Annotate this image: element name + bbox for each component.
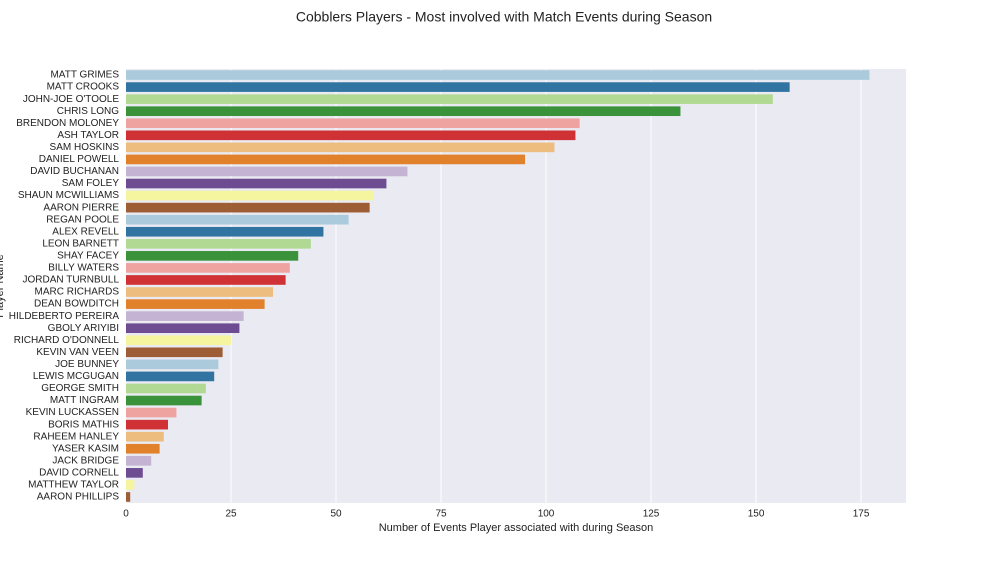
x-tick-label: 150 bbox=[748, 509, 765, 520]
bar bbox=[126, 190, 374, 201]
y-tick-label: DEAN BOWDITCH bbox=[34, 299, 119, 310]
y-tick-label: JOE BUNNEY bbox=[55, 359, 119, 370]
bar bbox=[126, 383, 206, 394]
y-tick-label: REGAN POOLE bbox=[46, 214, 119, 225]
y-tick-label: ALEX REVELL bbox=[52, 226, 119, 237]
bar bbox=[126, 492, 131, 502]
bar bbox=[126, 480, 135, 490]
bar bbox=[126, 130, 576, 141]
x-tick-label: 75 bbox=[435, 509, 447, 520]
y-tick-label: ASH TAYLOR bbox=[57, 130, 119, 141]
bar bbox=[126, 94, 773, 104]
bar bbox=[126, 359, 219, 370]
y-tick-label: RAHEEM HANLEY bbox=[33, 431, 119, 442]
y-tick-label: MATT INGRAM bbox=[50, 395, 119, 406]
bar bbox=[126, 214, 349, 225]
y-tick-label: SAM HOSKINS bbox=[50, 142, 120, 153]
y-tick-label: LEWIS MCGUGAN bbox=[33, 371, 119, 382]
y-tick-label: MATT CROOKS bbox=[47, 82, 120, 93]
y-tick-label: MATT GRIMES bbox=[50, 70, 119, 81]
y-tick-label: BORIS MATHIS bbox=[48, 419, 119, 430]
bar bbox=[126, 166, 408, 177]
bar bbox=[126, 311, 244, 321]
y-tick-label: SHAUN MCWILLIAMS bbox=[18, 190, 119, 201]
bar bbox=[126, 226, 324, 237]
bar bbox=[126, 118, 580, 129]
y-tick-label: AARON PHILLIPS bbox=[37, 492, 120, 503]
bar bbox=[126, 106, 681, 117]
bar bbox=[126, 347, 223, 358]
y-tick-label: MARC RICHARDS bbox=[35, 287, 120, 298]
bar bbox=[126, 287, 274, 297]
bar bbox=[126, 431, 164, 442]
y-tick-label: RICHARD O'DONNELL bbox=[14, 335, 120, 346]
bar bbox=[126, 335, 232, 346]
plot-area bbox=[126, 69, 906, 503]
x-tick-label: 25 bbox=[225, 509, 237, 520]
bar bbox=[126, 178, 387, 189]
bar bbox=[126, 202, 370, 213]
y-tick-label: HILDEBERTO PEREIRA bbox=[9, 311, 120, 322]
bar bbox=[126, 443, 160, 454]
bar bbox=[126, 238, 311, 249]
bar bbox=[126, 407, 177, 418]
y-tick-label: DANIEL POWELL bbox=[39, 154, 120, 165]
bar bbox=[126, 395, 202, 406]
y-tick-label: BRENDON MOLONEY bbox=[16, 118, 119, 129]
y-tick-label: JACK BRIDGE bbox=[52, 455, 119, 466]
bar bbox=[126, 251, 299, 261]
x-tick-label: 50 bbox=[330, 509, 342, 520]
y-tick-label: SAM FOLEY bbox=[62, 178, 120, 189]
bar bbox=[126, 371, 215, 382]
bar bbox=[126, 142, 555, 153]
bar bbox=[126, 323, 240, 334]
bar bbox=[126, 70, 870, 80]
bar bbox=[126, 263, 290, 273]
y-tick-label: KEVIN LUCKASSEN bbox=[26, 407, 119, 418]
y-tick-label: LEON BARNETT bbox=[42, 238, 119, 249]
bar bbox=[126, 299, 265, 309]
bar bbox=[126, 455, 152, 466]
y-tick-label: YASER KASIM bbox=[52, 443, 119, 454]
y-tick-label: DAVID CORNELL bbox=[39, 468, 119, 479]
x-tick-label: 0 bbox=[123, 509, 129, 520]
bar bbox=[126, 275, 286, 285]
x-tick-label: 100 bbox=[538, 509, 555, 520]
y-tick-label: CHRIS LONG bbox=[57, 106, 119, 117]
bar bbox=[126, 82, 790, 92]
y-tick-label: JOHN-JOE O'TOOLE bbox=[23, 94, 120, 105]
y-tick-label: KEVIN VAN VEEN bbox=[36, 347, 119, 358]
y-tick-label: BILLY WATERS bbox=[48, 263, 119, 274]
bar bbox=[126, 419, 169, 430]
y-tick-label: MATTHEW TAYLOR bbox=[28, 480, 119, 491]
bar bbox=[126, 154, 526, 165]
x-tick-label: 125 bbox=[643, 509, 660, 520]
y-tick-label: DAVID BUCHANAN bbox=[30, 166, 119, 177]
y-tick-label: SHAY FACEY bbox=[57, 251, 119, 262]
y-tick-label: GEORGE SMITH bbox=[41, 383, 119, 394]
y-tick-label: GBOLY ARIYIBI bbox=[48, 323, 119, 334]
x-tick-label: 175 bbox=[853, 509, 870, 520]
y-axis-label: Player Name bbox=[0, 254, 6, 318]
chart-title: Cobblers Players - Most involved with Ma… bbox=[296, 9, 712, 25]
y-tick-label: AARON PIERRE bbox=[43, 202, 119, 213]
x-axis-label: Number of Events Player associated with … bbox=[379, 522, 654, 534]
bar bbox=[126, 468, 143, 478]
y-tick-label: JORDAN TURNBULL bbox=[23, 275, 120, 286]
